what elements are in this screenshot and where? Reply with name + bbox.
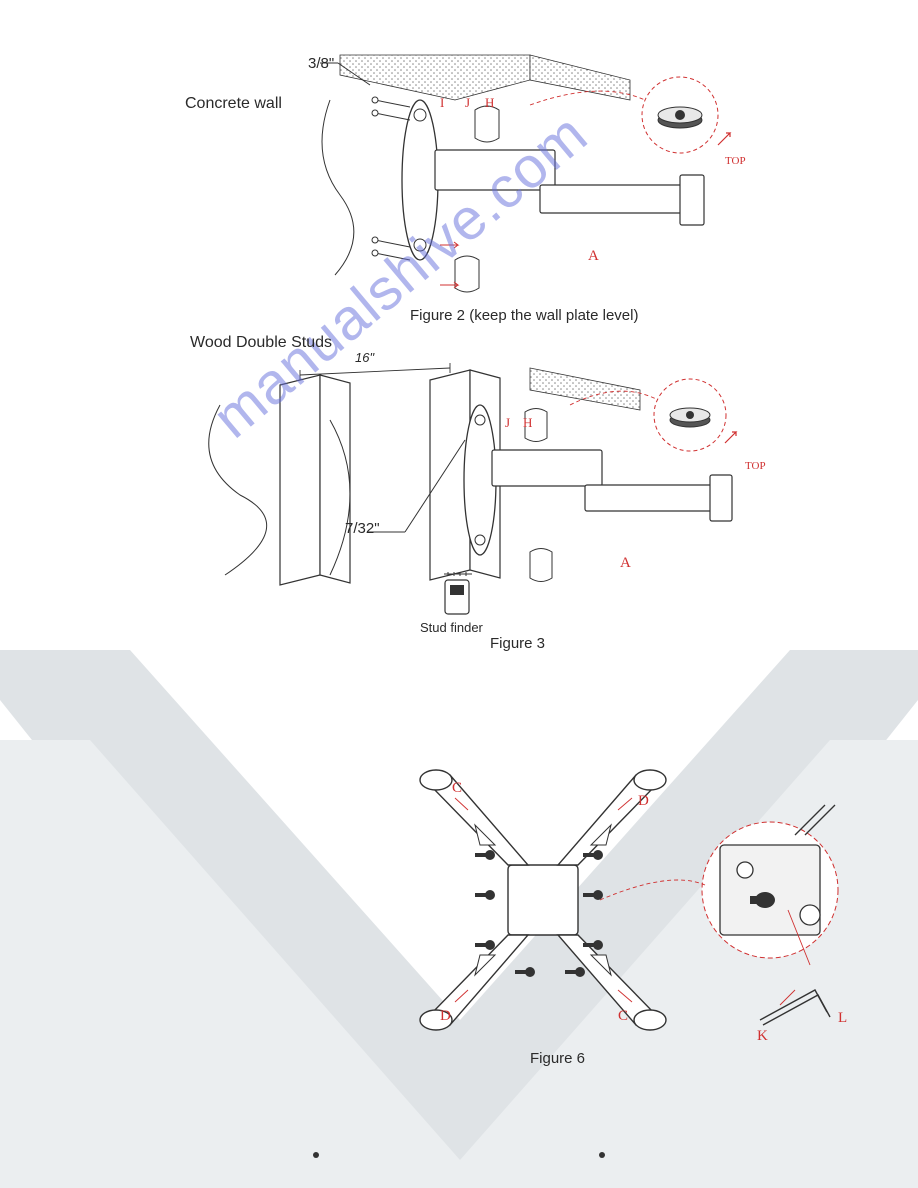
fig2-callout-h: H bbox=[485, 95, 494, 111]
fig2-caption: Figure 2 (keep the wall plate level) bbox=[410, 307, 638, 324]
fig3-heading: Wood Double Studs bbox=[190, 334, 332, 352]
fig3-callout-h: H bbox=[523, 415, 532, 431]
fig2-callout-a: A bbox=[588, 248, 599, 265]
fig6-callout-d2: D bbox=[440, 1008, 451, 1025]
fig2-heading: Concrete wall bbox=[185, 95, 282, 113]
fig3-studfinder: Stud finder bbox=[420, 620, 483, 635]
figure-6-diagram bbox=[380, 750, 880, 1080]
dot bbox=[599, 1152, 605, 1158]
figure-2-diagram bbox=[280, 45, 760, 325]
fig3-span: 16" bbox=[355, 350, 374, 365]
fig3-drill-note: 7/32" bbox=[345, 520, 380, 537]
fig2-callout-top: TOP bbox=[725, 155, 746, 167]
fig6-callout-k: K bbox=[757, 1028, 768, 1045]
fig3-callout-a: A bbox=[620, 555, 631, 572]
fig6-callout-l: L bbox=[838, 1010, 847, 1027]
fig6-caption: Figure 6 bbox=[530, 1050, 585, 1067]
fig6-callout-d1: D bbox=[638, 793, 649, 810]
fig3-callout-top: TOP bbox=[745, 460, 766, 472]
page-dots bbox=[0, 1152, 918, 1158]
fig2-callout-i: I bbox=[440, 95, 444, 111]
dot bbox=[313, 1152, 319, 1158]
fig6-callout-c2: C bbox=[618, 1008, 628, 1025]
figure-3-diagram bbox=[170, 340, 770, 640]
fig6-callout-c1: C bbox=[452, 780, 462, 797]
fig3-callout-j: J bbox=[505, 415, 510, 431]
fig3-caption: Figure 3 bbox=[490, 635, 545, 652]
fig2-callout-j: J bbox=[465, 95, 470, 111]
fig2-drill-note: 3/8" bbox=[308, 55, 334, 72]
